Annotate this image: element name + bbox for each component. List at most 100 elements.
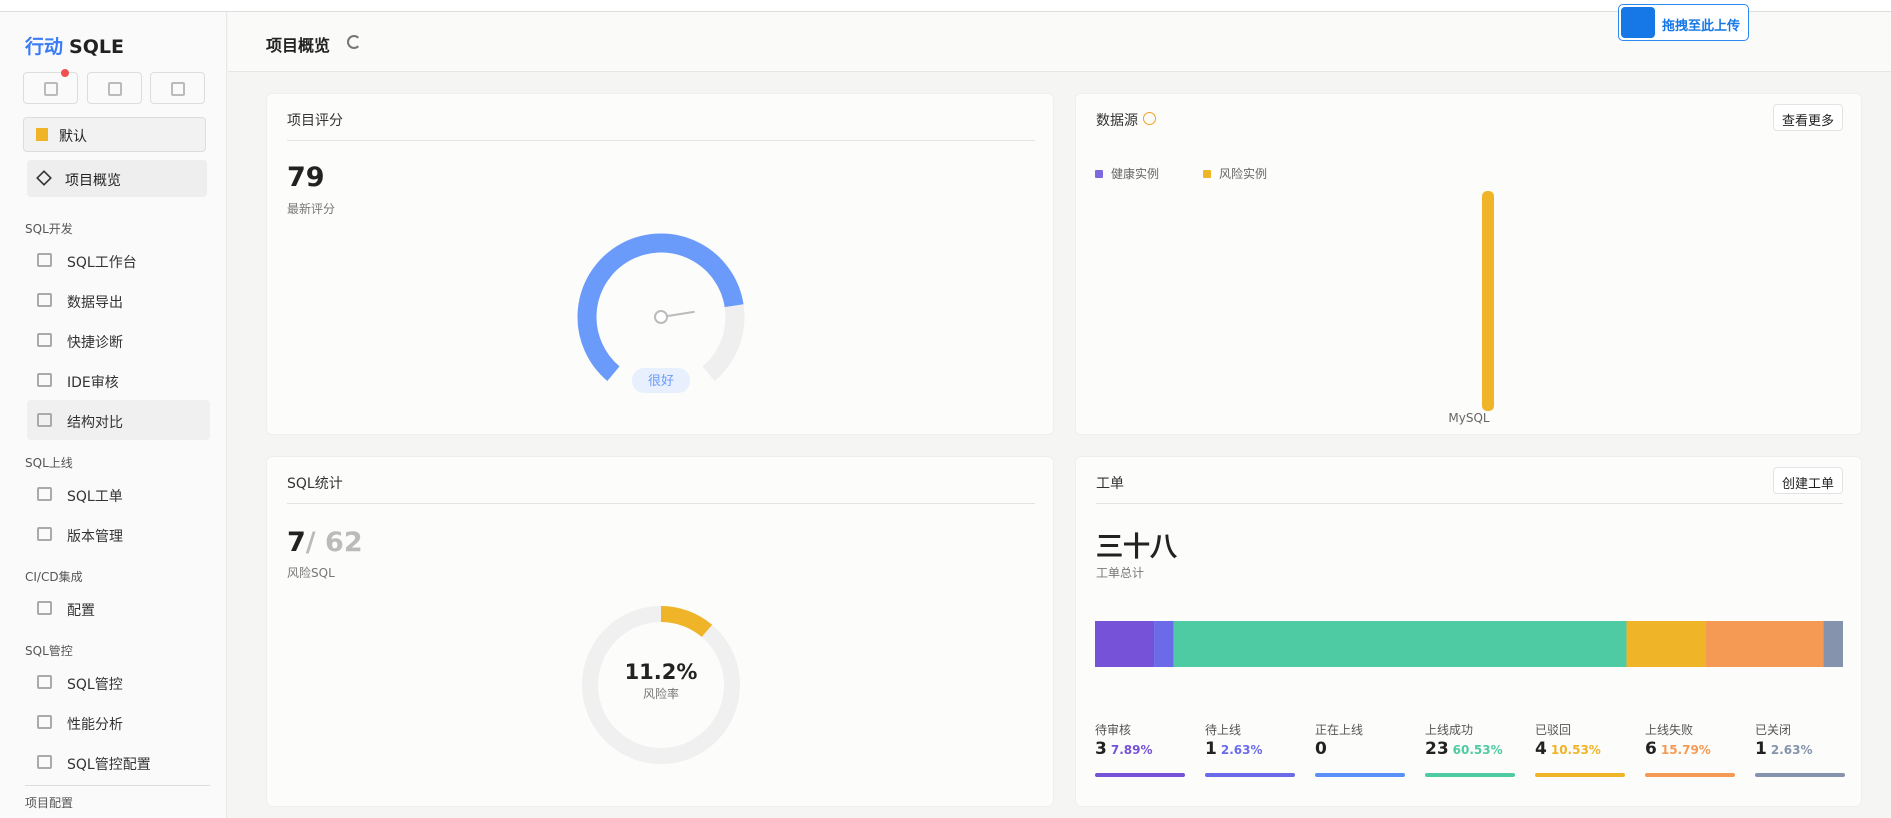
card-title: 项目评分 xyxy=(287,113,343,129)
menu-item[interactable]: 结构对比 xyxy=(27,400,210,440)
menu-label: 版本管理 xyxy=(67,529,123,545)
rate-caption: 风险率 xyxy=(643,686,679,701)
menu-label: SQL工单 xyxy=(67,489,123,505)
score-card: 项目评分 79 最新评分 xyxy=(266,93,1054,435)
gauge-value xyxy=(577,233,744,381)
create-button[interactable]: 创建工单 xyxy=(1773,467,1843,494)
count: 1 xyxy=(1205,739,1217,759)
total-sql: / 62 xyxy=(305,527,363,558)
bar xyxy=(1482,191,1494,411)
order-caption: 工单总计 xyxy=(1096,566,1145,580)
menu-label: SQL管控 xyxy=(67,677,123,693)
card-title: 工单 xyxy=(1096,476,1124,492)
legend-label: 风险实例 xyxy=(1219,166,1267,181)
menu-item[interactable]: SQL工作台 xyxy=(27,240,210,280)
status-label: 上线失败 xyxy=(1645,723,1694,737)
upload-label: 拖拽至此上传 xyxy=(1662,19,1741,34)
percent: 2.63% xyxy=(1220,743,1263,757)
status-label: 待审核 xyxy=(1095,723,1132,737)
status-label: 正在上线 xyxy=(1315,723,1364,737)
order-total: 三十八 xyxy=(1096,532,1177,563)
percent: 60.53% xyxy=(1452,743,1503,757)
menu-item[interactable]: 快捷诊断 xyxy=(27,320,210,360)
count: 3 xyxy=(1095,739,1107,759)
count: 4 xyxy=(1535,739,1547,759)
menu-item[interactable]: SQL工单 xyxy=(27,474,210,514)
brand-accent: 行动 xyxy=(25,36,64,58)
menu-label: 结构对比 xyxy=(67,415,123,431)
order-segment xyxy=(1705,621,1824,667)
menu-label: 项目概览 xyxy=(65,173,121,189)
status-underline xyxy=(1205,773,1295,777)
menu-item[interactable]: 配置 xyxy=(27,588,210,628)
percent: 15.79% xyxy=(1660,743,1711,757)
menu-item-active[interactable]: 项目概览 xyxy=(27,160,207,197)
menu-group-title: SQL管控 xyxy=(25,644,73,658)
upload-button[interactable]: 拖拽至此上传 xyxy=(1618,4,1749,41)
menu-label: SQL管控配置 xyxy=(67,757,151,773)
top-bar xyxy=(0,0,1891,12)
status-label: 上线成功 xyxy=(1425,723,1474,737)
status-underline xyxy=(1095,773,1185,777)
menu-label: IDE审核 xyxy=(67,375,119,391)
count: 1 xyxy=(1755,739,1767,759)
datasource-card: 数据源 查看更多 xyxy=(1075,93,1862,435)
status-count: 1 2.63% xyxy=(1755,739,1812,759)
status-label: 待上线 xyxy=(1205,723,1242,737)
icon-button[interactable] xyxy=(23,69,78,104)
page-title: 项目概览 xyxy=(266,36,331,55)
grade: 很好 xyxy=(648,374,674,389)
order-segment xyxy=(1095,621,1155,667)
more-button[interactable]: 查看更多 xyxy=(1773,104,1843,131)
gauge-needle xyxy=(666,310,695,318)
brand: 行动 SQLE xyxy=(25,32,124,59)
status-count: 6 15.79% xyxy=(1645,739,1711,759)
status-underline xyxy=(1425,773,1515,777)
menu-groups: SQL开发 SQL工作台 数据导出 快捷诊断 IDE审核 结构对比 SQL上线 SQL工单 版本… xyxy=(25,206,210,818)
menu-item[interactable]: SQL管控配置 xyxy=(27,742,210,782)
score: 79 xyxy=(287,162,325,193)
legend-swatch xyxy=(1203,170,1211,178)
menu-label: 性能分析 xyxy=(67,717,123,733)
icon-button[interactable] xyxy=(150,72,205,104)
order-segment xyxy=(1626,621,1706,667)
menu-label: 快捷诊断 xyxy=(67,335,123,351)
order-segment xyxy=(1823,621,1843,667)
count: 0 xyxy=(1315,739,1327,759)
project-name: 默认 xyxy=(59,129,87,145)
sql-caption: 风险SQL xyxy=(287,566,335,580)
status-count: 3 7.89% xyxy=(1095,739,1152,759)
card-title: SQL统计 xyxy=(287,476,343,492)
status-count: 4 10.53% xyxy=(1535,739,1601,759)
menu-item[interactable]: 性能分析 xyxy=(27,702,210,742)
risk-sql: 7 xyxy=(287,527,306,558)
donut-track xyxy=(582,606,740,764)
sidebar: 行动 SQLE 默认 项目概览 SQL开发 SQL工作台 数据导出快捷诊断 IDE审核结… xyxy=(0,12,227,818)
count: 23 xyxy=(1425,739,1449,759)
menu-group-title: SQL开发 xyxy=(25,222,73,236)
menu-item[interactable]: SQL管控 xyxy=(27,662,210,702)
status-label: 已关闭 xyxy=(1755,723,1792,737)
status-underline xyxy=(1645,773,1735,777)
refresh-icon[interactable] xyxy=(347,35,361,49)
status-underline xyxy=(1535,773,1625,777)
grade-pill xyxy=(632,368,690,393)
x-tick-label: MySQL xyxy=(1448,411,1490,425)
project-selector[interactable]: 默认 xyxy=(23,117,206,152)
percent: 2.63% xyxy=(1770,743,1813,757)
card-title: 数据源 xyxy=(1096,113,1138,129)
menu-label: SQL工作台 xyxy=(67,255,137,271)
brand-name: SQLE xyxy=(69,36,124,58)
status-underline xyxy=(1315,773,1405,777)
order-segment xyxy=(1154,621,1174,667)
header xyxy=(228,12,1891,72)
menu-item[interactable]: 版本管理 xyxy=(27,514,210,554)
menu-item[interactable]: 数据导出 xyxy=(27,280,210,320)
status-underline xyxy=(1755,773,1845,777)
icon-button[interactable] xyxy=(87,72,142,104)
menu-item[interactable]: IDE审核 xyxy=(27,360,210,400)
menu-label: 数据导出 xyxy=(67,295,123,311)
status-count: 23 60.53% xyxy=(1425,739,1503,759)
